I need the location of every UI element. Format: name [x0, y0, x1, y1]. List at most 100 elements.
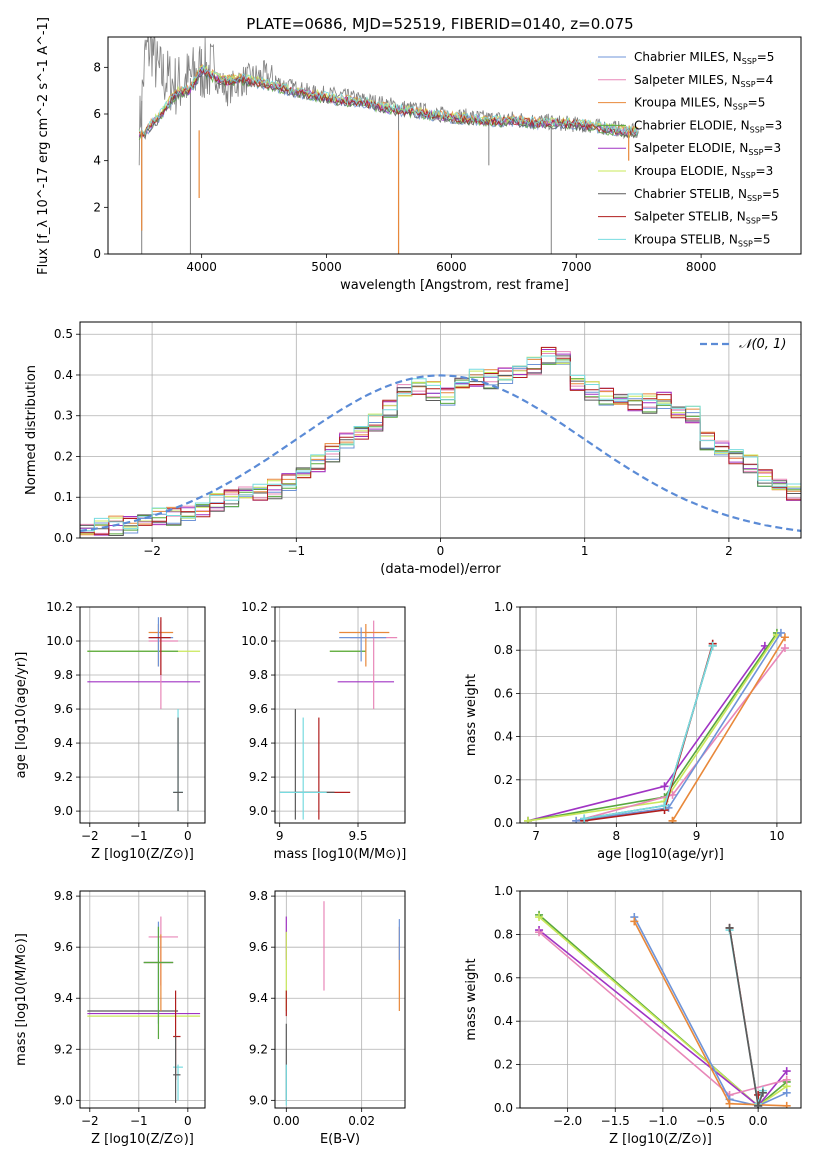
legend-label: Salpeter ELODIE, NSSP=3 [634, 141, 781, 157]
y-tick-label: 9.6 [249, 702, 268, 716]
model-line-chabrier_stelib [138, 68, 639, 140]
x-axis-label: wavelength [Angstrom, rest frame] [340, 278, 569, 293]
marker-chabrier_miles [776, 628, 785, 637]
legend-subscript: SSP [741, 80, 756, 89]
x-axis-label: E(B-V) [320, 1132, 360, 1147]
x-tick-label: −2.0 [553, 1114, 582, 1128]
histogram-kroupa_stelib [80, 355, 801, 532]
y-tick-label: 0.4 [54, 368, 73, 382]
y-axis-label: mass weight [464, 674, 479, 756]
marker-kroupa_elodie [524, 816, 533, 823]
chart-residuals: −2 −1 0 1 2 0.0 0.1 0.2 0.3 0.4 0.5 (data-model)/er… [24, 321, 802, 577]
y-tick-label: 0.5 [54, 327, 73, 341]
x-tick-label: 9 [693, 829, 701, 843]
x-tick-label: 10 [769, 829, 784, 843]
marker-chabrier_stelib [758, 1088, 767, 1097]
marker-kroupa_miles [780, 633, 789, 642]
y-tick-label: 9.6 [54, 940, 73, 954]
marker-kroupa_miles [630, 917, 639, 926]
y-tick-label: 9.2 [249, 1042, 268, 1056]
line-kroupa_miles [671, 636, 786, 822]
y-tick-label: 0.4 [494, 1014, 513, 1028]
x-tick-label: 0.0 [749, 1114, 768, 1128]
axes-frame [519, 606, 802, 824]
axes-frame [519, 890, 802, 1109]
x-tick-label: −1 [287, 544, 305, 558]
x-tick-label: 9 [276, 829, 284, 843]
model-line-kroupa_stelib [138, 64, 639, 136]
marker-kroupa_stelib [660, 801, 669, 810]
y-tick-label: 9.2 [249, 770, 268, 784]
legend-label: Kroupa MILES, NSSP=5 [634, 96, 765, 112]
model-line-kroupa_elodie [138, 65, 639, 137]
x-tick-label: −1 [130, 829, 148, 843]
x-tick-label: 0 [184, 1114, 192, 1128]
marker-kroupa_miles [668, 816, 677, 823]
y-tick-label: 9.0 [249, 1093, 268, 1107]
axes-frame [274, 890, 406, 1109]
y-axis-label: mass [log10(M/M⊙)] [14, 933, 29, 1066]
y-tick-label: 9.0 [54, 804, 73, 818]
chart-age_vs_Z: −2 −1 0 9.0 9.2 9.4 9.6 9.8 10.0 10.2 Z [log10(Z/Z… [14, 600, 206, 862]
line-chabrier_miles [633, 916, 788, 1107]
y-tick-label: 9.8 [54, 668, 73, 682]
legend-subscript: SSP [748, 148, 763, 157]
y-tick-label: 9.0 [249, 804, 268, 818]
y-tick-label: 1.0 [494, 600, 513, 614]
x-tick-label: 0.02 [348, 1114, 375, 1128]
y-tick-label: 0.8 [494, 643, 513, 657]
x-tick-label: −2 [81, 829, 99, 843]
axes-frame [107, 36, 802, 255]
plot-content [80, 607, 205, 823]
y-tick-label: 0.0 [494, 1101, 513, 1115]
legend-subscript: SSP [742, 57, 757, 66]
legend-subscript: SSP [746, 217, 761, 226]
x-axis-label: (data-model)/error [380, 562, 501, 577]
marker-kroupa_stelib [580, 814, 589, 823]
x-tick-label: 5000 [311, 260, 342, 274]
x-tick-label: −1.0 [648, 1114, 677, 1128]
x-tick-label: 7 [532, 829, 540, 843]
plot-area [520, 607, 801, 823]
chart-mass_weight_vs_Z: −2.0 −1.5 −1.0 −0.5 0.0 0.0 0.2 0.4 0.6 0.8 1.0 Z [… [464, 884, 802, 1147]
y-tick-label: 0.2 [54, 449, 73, 463]
chart-age_vs_mass: 9 9.5 9.0 9.2 9.4 9.6 9.8 10.0 10.2 mass [log10(M… [241, 600, 406, 862]
y-axis-label: mass weight [464, 958, 479, 1040]
y-tick-label: 9.4 [249, 736, 268, 750]
plot-content [520, 607, 801, 823]
legend-subscript: SSP [733, 103, 748, 112]
legend-count: =5 [761, 210, 779, 224]
y-tick-label: 2 [93, 200, 101, 214]
chart-mass_weight_vs_age: 7 8 9 10 0.0 0.2 0.4 0.6 0.8 1.0 age [log10(age/yr… [464, 600, 802, 862]
y-tick-label: 0.6 [494, 686, 513, 700]
x-tick-label: −2 [81, 1114, 99, 1128]
legend-label: Kroupa STELIB, NSSP=5 [634, 232, 771, 248]
y-axis-label: Normed distribution [24, 365, 39, 495]
legend-label: 𝒩(0, 1) [739, 337, 786, 352]
legend-subscript: SSP [747, 194, 762, 203]
legend-count: =3 [756, 164, 774, 178]
y-tick-label: 10.0 [46, 634, 73, 648]
marker-chabrier_stelib [754, 1101, 763, 1108]
x-tick-label: −1 [130, 1114, 148, 1128]
y-tick-label: 9.6 [249, 940, 268, 954]
plot-area [80, 607, 205, 823]
x-tick-label: 2 [725, 544, 733, 558]
y-tick-label: 6 [93, 107, 101, 121]
x-axis-label: mass [log10(M/M⊙)] [274, 847, 407, 862]
x-tick-label: 4000 [186, 260, 217, 274]
legend: 𝒩(0, 1) [700, 337, 786, 352]
x-axis-label: Z [log10(Z/Z⊙)] [91, 1132, 194, 1147]
y-tick-label: 10.2 [46, 600, 73, 614]
y-axis-label: age [log10(age/yr)] [14, 652, 29, 779]
y-tick-label: 9.6 [54, 702, 73, 716]
marker-salpeter_miles [668, 790, 677, 799]
legend-count: =4 [756, 73, 774, 87]
legend-label: Chabrier ELODIE, NSSP=3 [634, 118, 782, 134]
x-tick-label: 7000 [561, 260, 592, 274]
legend-count: =5 [748, 96, 766, 110]
x-tick-label: −2 [143, 544, 161, 558]
y-tick-label: 0.0 [494, 816, 513, 830]
legend-subscript: SSP [750, 125, 765, 134]
